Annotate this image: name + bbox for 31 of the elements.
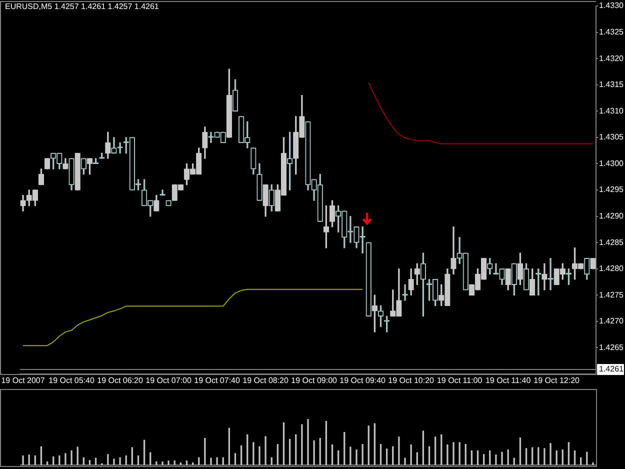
x-tick-label: 19 Oct 07:40 xyxy=(194,376,241,386)
y-tick-label: 1.4295 xyxy=(599,185,624,194)
candlestick xyxy=(117,142,123,154)
x-tick-label: 19 Oct 09:40 xyxy=(340,376,386,386)
x-tick-label: 19 Oct 07:00 xyxy=(146,376,192,386)
y-tick-label: 1.4325 xyxy=(599,27,624,36)
x-tick-label: 19 Oct 2007 xyxy=(1,376,46,386)
y-tick-label: 1.4285 xyxy=(599,238,624,247)
x-tick-label: 19 Oct 06:20 xyxy=(97,376,144,386)
y-tick-label: 1.4275 xyxy=(599,290,624,300)
candlestick xyxy=(450,226,456,274)
y-tick-label: 1.4265 xyxy=(599,342,624,352)
x-tick-label: 19 Oct 11:40 xyxy=(485,376,532,386)
y-tick-label: 1.4330 xyxy=(599,1,624,10)
candlestick xyxy=(542,263,548,290)
ref-line-label: 1.4261 xyxy=(599,364,624,374)
y-tick-label: 1.4315 xyxy=(599,80,624,90)
y-tick-label: 1.4305 xyxy=(599,132,624,142)
x-tick-label: 19 Oct 09:00 xyxy=(291,376,338,386)
y-tick-label: 1.4270 xyxy=(599,316,624,326)
x-tick-label: 19 Oct 11:00 xyxy=(436,376,483,386)
y-tick-label: 1.4320 xyxy=(599,54,624,63)
x-tick-label: 19 Oct 10:20 xyxy=(388,376,435,386)
y-tick-label: 1.4290 xyxy=(599,211,624,220)
y-tick-label: 1.4310 xyxy=(599,106,624,116)
y-tick-label: 1.4300 xyxy=(599,158,624,168)
x-tick-label: 19 Oct 05:40 xyxy=(48,376,95,386)
y-tick-label: 1.4280 xyxy=(599,264,624,274)
chart-title: EURUSD,M5 1.4257 1.4261 1.4257 1.4261 xyxy=(5,2,160,12)
x-tick-label: 19 Oct 12:20 xyxy=(534,376,580,386)
x-tick-label: 19 Oct 08:20 xyxy=(242,376,290,386)
